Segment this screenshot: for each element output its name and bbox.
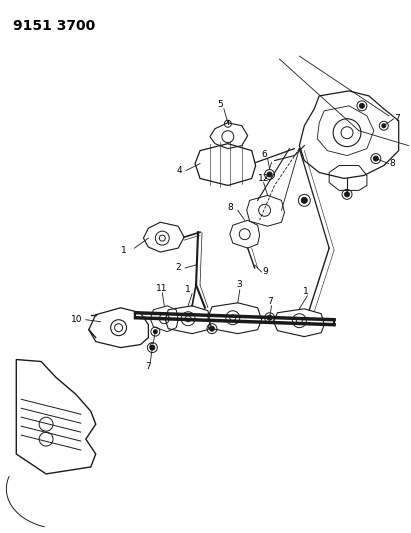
Circle shape	[150, 345, 155, 350]
Text: 12: 12	[258, 174, 269, 183]
Text: 4: 4	[176, 166, 182, 175]
Text: 11: 11	[156, 285, 168, 293]
Text: 5: 5	[217, 100, 223, 109]
Circle shape	[267, 315, 272, 320]
Circle shape	[373, 156, 378, 161]
Text: 2: 2	[175, 263, 181, 272]
Circle shape	[153, 330, 157, 334]
Text: 6: 6	[262, 150, 268, 159]
Text: 8: 8	[390, 159, 395, 168]
Circle shape	[382, 124, 386, 128]
Circle shape	[210, 326, 215, 331]
Circle shape	[360, 103, 365, 108]
Text: 10: 10	[71, 315, 83, 324]
Text: 7: 7	[145, 362, 151, 371]
Circle shape	[344, 192, 349, 197]
Text: 3: 3	[236, 280, 242, 289]
Circle shape	[301, 197, 307, 203]
Text: 1: 1	[185, 285, 191, 294]
Text: 8: 8	[228, 203, 233, 212]
Circle shape	[267, 172, 272, 177]
Text: 6: 6	[148, 343, 154, 352]
Text: 7: 7	[268, 297, 273, 306]
Text: 1: 1	[303, 287, 309, 296]
Text: 9: 9	[263, 268, 268, 277]
Text: 7: 7	[395, 114, 400, 123]
Text: 9151 3700: 9151 3700	[13, 19, 96, 33]
Text: 1: 1	[120, 246, 126, 255]
